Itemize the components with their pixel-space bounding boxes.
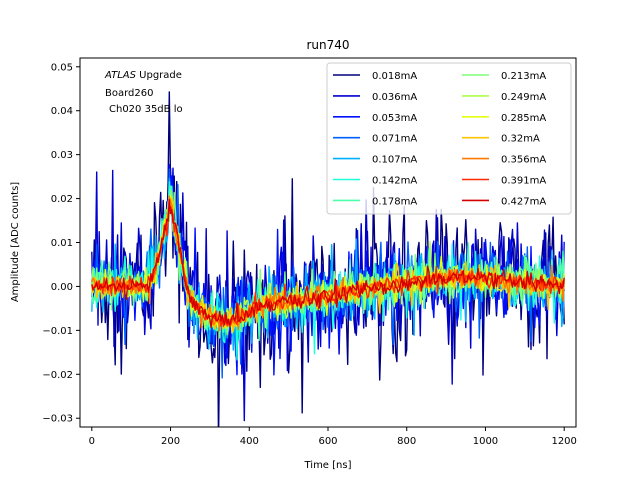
x-tick-label: 800: [397, 436, 416, 447]
y-tick-label: 0.03: [51, 150, 73, 161]
x-tick-label: 600: [318, 436, 337, 447]
y-tick-label: 0.04: [51, 106, 73, 117]
series-line-14: [91, 198, 565, 329]
y-tick-label: 0.01: [51, 238, 73, 249]
legend-label-10: 0.285mA: [501, 113, 546, 124]
legend-label-1: 0.018mA: [372, 71, 417, 82]
x-tick-label: 400: [240, 436, 259, 447]
legend-label-9: 0.249mA: [501, 92, 546, 103]
x-axis-ticks: 0 200 400 600 800 1000 1200: [89, 427, 577, 447]
y-tick-label: 0.00: [51, 282, 73, 293]
x-tick-label: 1200: [551, 436, 576, 447]
x-tick-label: 1000: [473, 436, 498, 447]
annotation-line-3: Ch020 35dB lo: [109, 104, 183, 115]
legend-label-11: 0.32mA: [501, 134, 540, 145]
legend-label-4: 0.071mA: [372, 134, 417, 145]
y-axis-ticks: −0.03 −0.02 −0.01 0.00 0.01 0.02 0.03 0.04 0.05: [42, 62, 80, 425]
y-axis-label: Amplitude [ADC counts]: [10, 182, 21, 302]
legend-label-5: 0.107mA: [372, 155, 417, 166]
legend-frame: [326, 62, 572, 215]
y-tick-label: 0.05: [51, 62, 73, 73]
y-tick-label: 0.02: [51, 194, 73, 205]
x-tick-label: 0: [89, 436, 95, 447]
legend-label-3: 0.053mA: [372, 113, 417, 124]
x-tick-label: 200: [161, 436, 180, 447]
legend-label-14: 0.427mA: [501, 196, 546, 207]
legend-label-2: 0.036mA: [372, 92, 417, 103]
legend-label-8: 0.213mA: [501, 71, 546, 82]
legend-label-13: 0.391mA: [501, 176, 546, 187]
y-tick-label: −0.03: [42, 414, 73, 425]
legend: 0.018mA 0.036mA 0.053mA 0.071mA 0.107mA 0.142…: [326, 62, 572, 215]
chart-title: run740: [306, 38, 349, 52]
legend-label-12: 0.356mA: [501, 155, 546, 166]
y-tick-label: −0.01: [42, 326, 73, 337]
legend-label-6: 0.142mA: [372, 176, 417, 187]
annotation-line-2: Board260: [105, 88, 153, 99]
series-layer: [91, 91, 565, 427]
annotation-block: ATLAS Upgrade Board260 Ch020 35dB lo: [104, 70, 183, 115]
annotation-line-1: ATLAS Upgrade: [104, 70, 182, 81]
y-tick-label: −0.02: [42, 370, 73, 381]
x-axis-label: Time [ns]: [303, 460, 351, 471]
legend-label-7: 0.178mA: [372, 196, 417, 207]
